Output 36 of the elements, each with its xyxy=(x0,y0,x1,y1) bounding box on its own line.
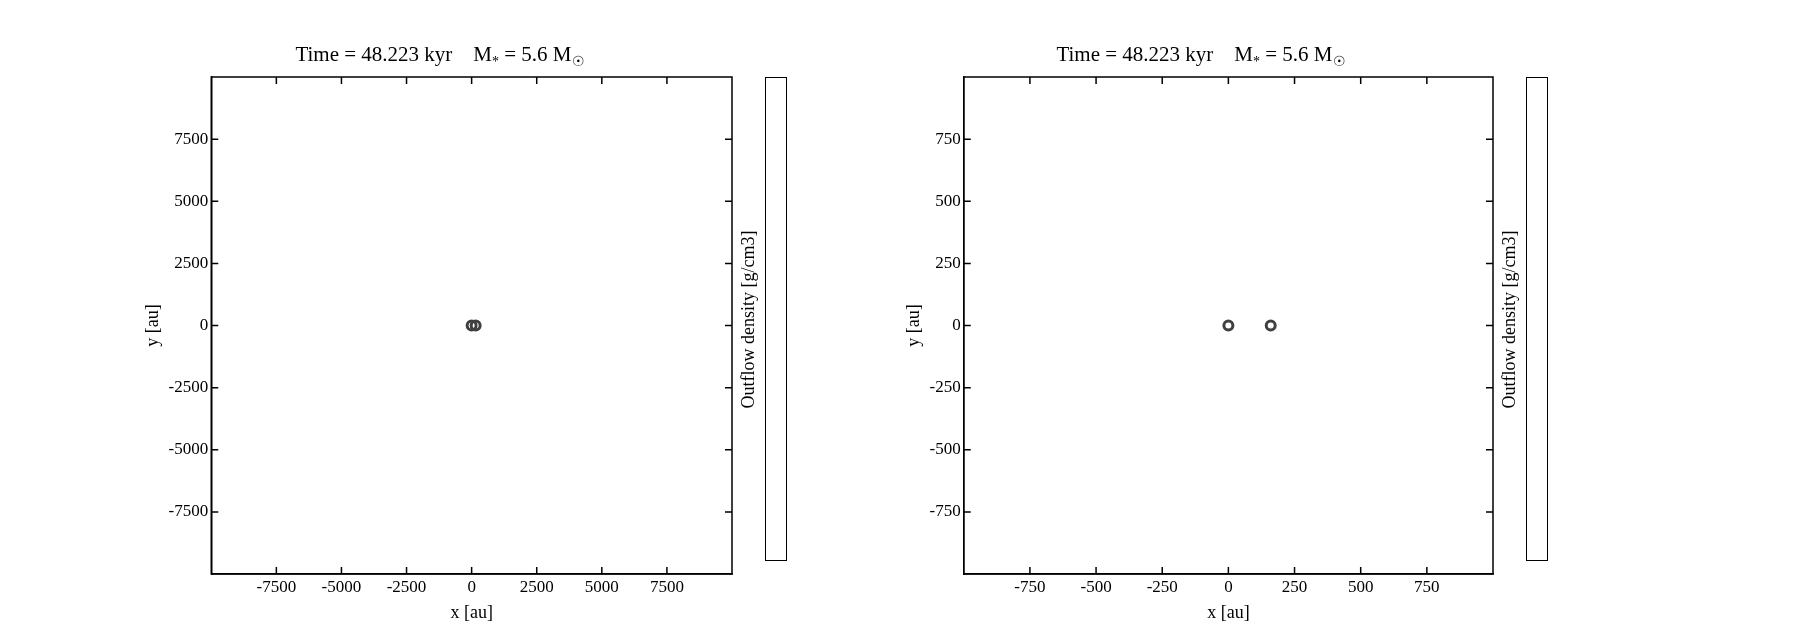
y-tick-label: 5000 xyxy=(174,190,209,210)
x-tick-label: 5000 xyxy=(584,576,619,596)
y-tick-label: -2500 xyxy=(168,377,209,397)
y-tick-label: 2500 xyxy=(174,252,209,272)
x-tick-label: -750 xyxy=(1014,576,1046,596)
chart-title: Time = 48.223 kyr M$_{*}$ = 5.6 M$_{☉}$ xyxy=(294,42,586,71)
x-tick-label: -500 xyxy=(1080,576,1112,596)
x-tick-label: -250 xyxy=(1146,576,1178,596)
x-tick-label: 750 xyxy=(1414,576,1440,596)
y-tick-label: 500 xyxy=(935,190,961,210)
x-tick-label: -7500 xyxy=(256,576,297,596)
y-axis-title: y [au] xyxy=(902,304,923,347)
color-bar-title: Outflow density [g/cm3] xyxy=(1499,230,1521,408)
chart-title: Time = 48.223 kyr M$_{*}$ = 5.6 M$_{☉}$ xyxy=(1055,42,1347,71)
y-tick-label: 750 xyxy=(935,128,961,148)
x-tick-label: 7500 xyxy=(649,576,684,596)
y-tick-label: -750 xyxy=(929,501,961,521)
y-tick-label: -7500 xyxy=(168,501,209,521)
y-tick-label: -5000 xyxy=(168,439,209,459)
color-bar-title: Outflow density [g/cm3] xyxy=(738,230,760,408)
y-tick-label: 250 xyxy=(935,252,961,272)
y-axis-title: y [au] xyxy=(141,304,162,347)
x-tick-label: 0 xyxy=(467,576,476,596)
y-tick-label: 0 xyxy=(199,314,209,334)
x-tick-label: -2500 xyxy=(386,576,427,596)
y-tick-label: -250 xyxy=(929,377,961,397)
y-tick-label: 0 xyxy=(952,314,961,334)
y-tick-label: 7500 xyxy=(174,128,209,148)
x-axis-title: x [au] xyxy=(450,601,493,622)
x-tick-label: -5000 xyxy=(321,576,362,596)
x-tick-label: 2500 xyxy=(519,576,554,596)
x-tick-label: 0 xyxy=(1224,576,1233,596)
x-axis-title: x [au] xyxy=(1207,601,1250,622)
x-tick-label: 500 xyxy=(1347,576,1374,596)
x-tick-label: 250 xyxy=(1281,576,1308,596)
y-tick-label: -500 xyxy=(929,439,961,459)
